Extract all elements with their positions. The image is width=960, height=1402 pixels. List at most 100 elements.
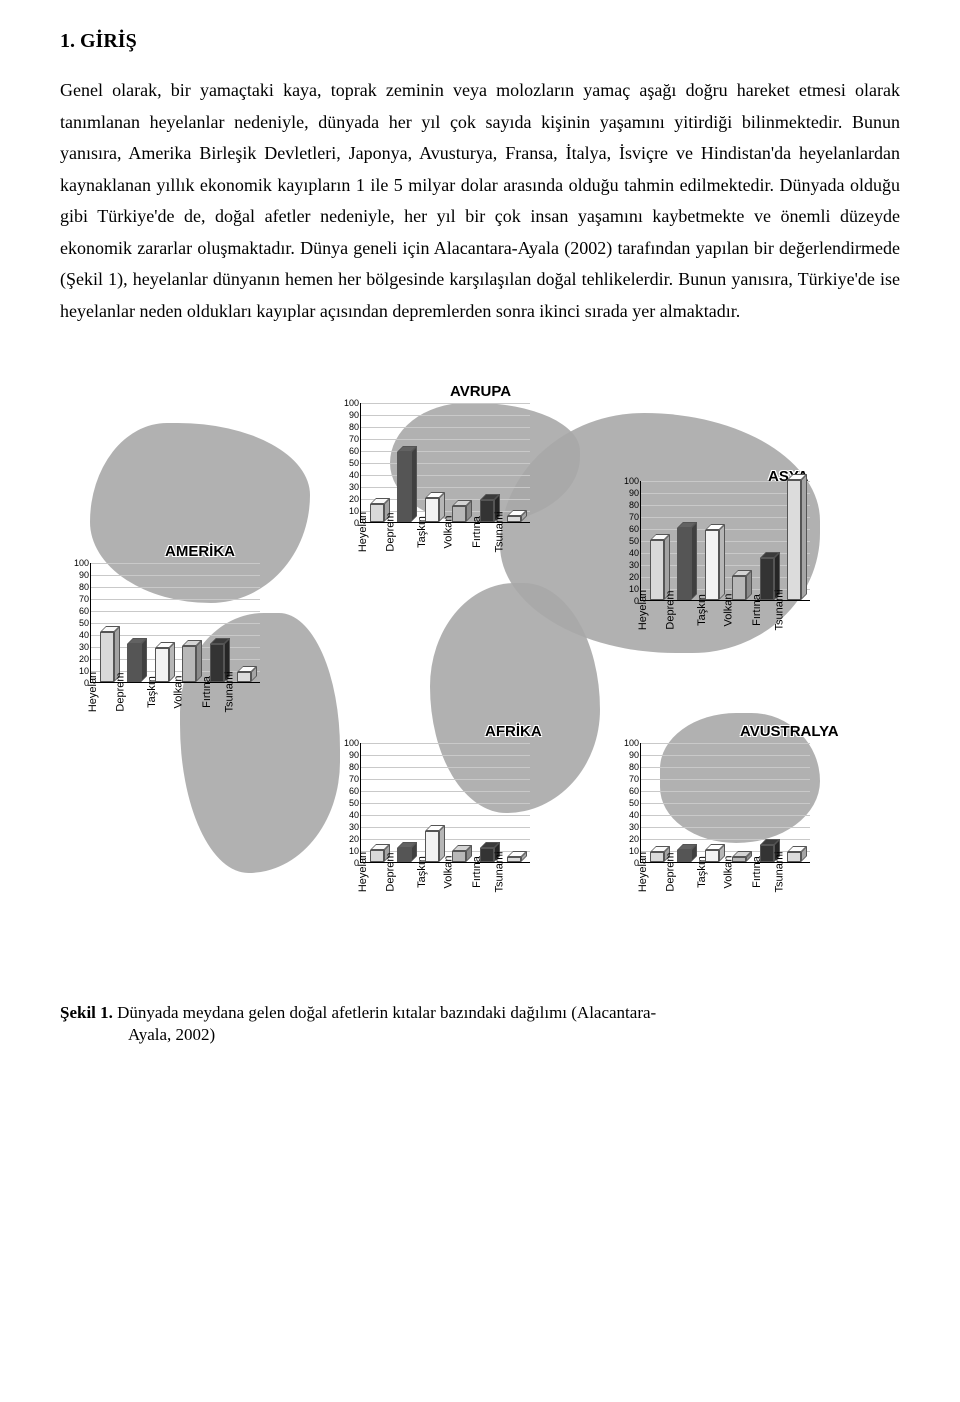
category-label: Volkan [443,515,455,548]
ytick-label: 30 [349,822,361,832]
ytick-label: 100 [624,476,641,486]
ytick-label: 90 [349,750,361,760]
bar-fırtına: Fırtına [753,743,781,862]
section-heading: 1. GİRİŞ [60,30,900,53]
ytick-label: 70 [629,774,641,784]
category-label: Tsunami [494,852,506,893]
ytick-label: 30 [79,642,91,652]
bar-volkan: Volkan [446,743,474,862]
ytick-label: 50 [629,536,641,546]
ytick-label: 70 [349,434,361,444]
category-label: Volkan [443,855,455,888]
category-label: Volkan [723,593,735,626]
category-label: Deprem [665,590,677,629]
bar-tsunami: Tsunami [231,563,259,682]
category-label: Tsunami [774,590,786,631]
ytick-label: 50 [349,458,361,468]
figure-caption: Şekil 1. Dünyada meydana gelen doğal afe… [60,1001,900,1025]
ytick-label: 30 [629,822,641,832]
category-label: Fırtına [201,676,213,708]
bar-taşkın: Taşkın [148,563,176,682]
category-label: Deprem [385,512,397,551]
ytick-label: 70 [79,594,91,604]
ytick-label: 90 [79,570,91,580]
caption-text-l1: Dünyada meydana gelen doğal afetlerin kı… [113,1003,656,1022]
ytick-label: 80 [79,582,91,592]
ytick-label: 50 [79,618,91,628]
region-label-europe: AVRUPA [450,383,511,400]
region-chart-africa: 0102030405060708090100HeyelanDepremTaşkı… [360,743,530,863]
category-label: Heyelan [87,672,99,712]
bar-heyelan: Heyelan [363,743,391,862]
ytick-label: 40 [349,470,361,480]
bars-row: HeyelanDepremTaşkınVolkanFırtınaTsunami [641,743,810,862]
bar-tsunami: Tsunami [501,403,529,522]
ytick-label: 70 [629,512,641,522]
bar-fırtına: Fırtına [203,563,231,682]
ytick-label: 40 [629,548,641,558]
bars-row: HeyelanDepremTaşkınVolkanFırtınaTsunami [91,563,260,682]
bar-taşkın: Taşkın [418,403,446,522]
bar-deprem: Deprem [671,743,699,862]
category-label: Taşkın [416,856,428,888]
ytick-label: 20 [349,494,361,504]
category-label: Heyelan [357,512,369,552]
category-label: Volkan [173,675,185,708]
bar-heyelan: Heyelan [93,563,121,682]
ytick-label: 100 [624,738,641,748]
bar-fırtına: Fırtına [473,743,501,862]
ytick-label: 30 [349,482,361,492]
region-label-australia: AVUSTRALYA [740,723,839,740]
ytick-label: 60 [349,446,361,456]
region-chart-america: 0102030405060708090100HeyelanDepremTaşkı… [90,563,260,683]
category-label: Heyelan [637,590,649,630]
ytick-label: 40 [79,630,91,640]
caption-lead: Şekil 1. [60,1003,113,1022]
ytick-label: 60 [629,786,641,796]
bar-taşkın: Taşkın [418,743,446,862]
category-label: Heyelan [637,852,649,892]
region-chart-europe: 0102030405060708090100HeyelanDepremTaşkı… [360,403,530,523]
region-chart-australia: 0102030405060708090100HeyelanDepremTaşkı… [640,743,810,863]
bar-tsunami: Tsunami [781,481,809,600]
category-label: Tsunami [224,672,236,713]
ytick-label: 80 [349,762,361,772]
bars-row: HeyelanDepremTaşkınVolkanFırtınaTsunami [361,743,530,862]
ytick-label: 20 [79,654,91,664]
region-chart-asia: 0102030405060708090100HeyelanDepremTaşkı… [640,481,810,601]
ytick-label: 100 [344,738,361,748]
category-label: Deprem [385,852,397,891]
ytick-label: 40 [349,810,361,820]
bars-row: HeyelanDepremTaşkınVolkanFırtınaTsunami [361,403,530,522]
category-label: Fırtına [471,516,483,548]
category-label: Taşkın [696,856,708,888]
bar-taşkın: Taşkın [698,481,726,600]
ytick-label: 80 [629,762,641,772]
category-label: Volkan [723,855,735,888]
category-label: Tsunami [494,512,506,553]
ytick-label: 90 [629,750,641,760]
bar-tsunami: Tsunami [781,743,809,862]
ytick-label: 20 [629,834,641,844]
category-label: Fırtına [471,856,483,888]
ytick-label: 90 [629,488,641,498]
bar-volkan: Volkan [176,563,204,682]
ytick-label: 40 [629,810,641,820]
category-label: Fırtına [751,856,763,888]
bar-tsunami: Tsunami [501,743,529,862]
ytick-label: 90 [349,410,361,420]
region-label-america: AMERİKA [165,543,235,560]
ytick-label: 20 [349,834,361,844]
bar-deprem: Deprem [391,403,419,522]
bar-volkan: Volkan [726,743,754,862]
bar-deprem: Deprem [671,481,699,600]
ytick-label: 60 [349,786,361,796]
category-label: Tsunami [774,852,786,893]
ytick-label: 80 [349,422,361,432]
ytick-label: 50 [349,798,361,808]
bar-heyelan: Heyelan [643,481,671,600]
bar-taşkın: Taşkın [698,743,726,862]
category-label: Taşkın [146,676,158,708]
category-label: Deprem [665,852,677,891]
category-label: Fırtına [751,594,763,626]
